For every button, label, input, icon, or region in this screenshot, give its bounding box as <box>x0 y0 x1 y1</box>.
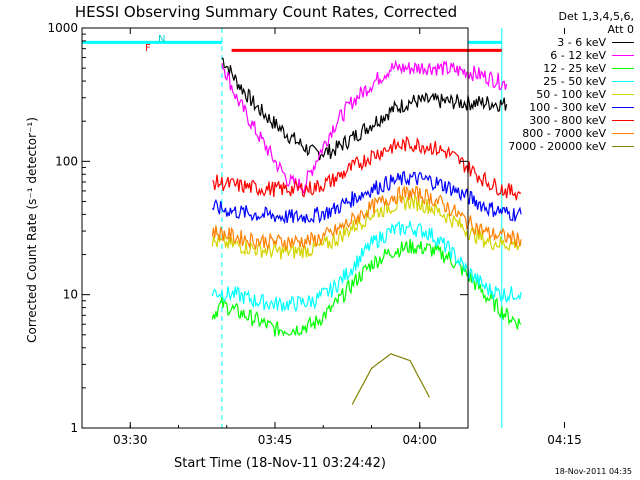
x-tick-label: 04:15 <box>547 433 582 447</box>
legend-header-2: Att 0 <box>607 23 634 36</box>
series-line <box>211 238 522 337</box>
legend-item: 6 - 12 keV <box>468 49 634 62</box>
legend-swatch <box>612 107 634 108</box>
series-line <box>221 59 508 194</box>
legend-item-label: 7000 - 20000 keV <box>508 140 606 153</box>
series-line <box>211 184 522 252</box>
series-line <box>212 135 522 201</box>
y-tick-label: 1000 <box>47 21 78 35</box>
attenuator-flags <box>82 28 503 428</box>
legend-item: 7000 - 20000 keV <box>468 140 634 153</box>
plot-border <box>81 27 469 429</box>
series-layer <box>211 57 522 405</box>
legend-item: 50 - 100 keV <box>468 88 634 101</box>
footer-date: 18-Nov-2011 04:35 <box>554 467 632 476</box>
y-tick-label: 1 <box>70 421 78 435</box>
y-axis-label: Corrected Count Rate (s⁻¹ detector⁻¹) <box>25 117 39 343</box>
legend-swatch <box>612 133 634 134</box>
legend-item-label: 25 - 50 keV <box>543 75 606 88</box>
series-line <box>211 220 522 312</box>
flare-flag-label: F <box>145 43 151 54</box>
legend: Det 1,3,4,5,6, Att 0 3 - 6 keV 6 - 12 keV… <box>468 10 634 153</box>
x-tick-label: 03:30 <box>113 433 148 447</box>
chart-title: HESSI Observing Summary Count Rates, Cor… <box>75 3 457 21</box>
legend-item-label: 300 - 800 keV <box>529 114 606 127</box>
legend-item: 800 - 7000 keV <box>468 127 634 140</box>
legend-swatch <box>612 42 634 43</box>
legend-item: 12 - 25 keV <box>468 62 634 75</box>
legend-header-1: Det 1,3,4,5,6, <box>558 10 634 23</box>
legend-swatch <box>612 146 634 147</box>
legend-swatch <box>612 81 634 82</box>
x-tick-label: 03:45 <box>258 433 293 447</box>
series-line <box>221 57 508 161</box>
legend-item: 3 - 6 keV <box>468 36 634 49</box>
plot-frame <box>81 27 469 429</box>
x-axis-label: Start Time (18-Nov-11 03:24:42) <box>174 456 386 471</box>
series-line <box>211 193 522 260</box>
y-tick-label: 10 <box>63 288 78 302</box>
axis-ticks: 03:3003:4504:0004:1504:3004:4505:0011010… <box>47 21 582 447</box>
legend-item: 25 - 50 keV <box>468 75 634 88</box>
legend-item-label: 3 - 6 keV <box>557 36 606 49</box>
legend-item-label: 12 - 25 keV <box>543 62 606 75</box>
series-line <box>211 170 522 225</box>
legend-swatch <box>612 120 634 121</box>
series-line <box>351 353 430 405</box>
legend-item: 100 - 300 keV <box>468 101 634 114</box>
legend-item-label: 800 - 7000 keV <box>522 127 606 140</box>
legend-swatch <box>612 55 634 56</box>
x-tick-label: 04:00 <box>402 433 437 447</box>
legend-item-label: 6 - 12 keV <box>550 49 606 62</box>
y-tick-label: 100 <box>55 154 78 168</box>
night-flag-label: N <box>158 34 165 45</box>
legend-item-label: 50 - 100 keV <box>536 88 606 101</box>
legend-swatch <box>612 94 634 95</box>
legend-item: 300 - 800 keV <box>468 114 634 127</box>
legend-rows: 3 - 6 keV 6 - 12 keV 12 - 25 keV 25 - 50 ke… <box>468 36 634 153</box>
legend-swatch <box>612 68 634 69</box>
legend-item-label: 100 - 300 keV <box>529 101 606 114</box>
